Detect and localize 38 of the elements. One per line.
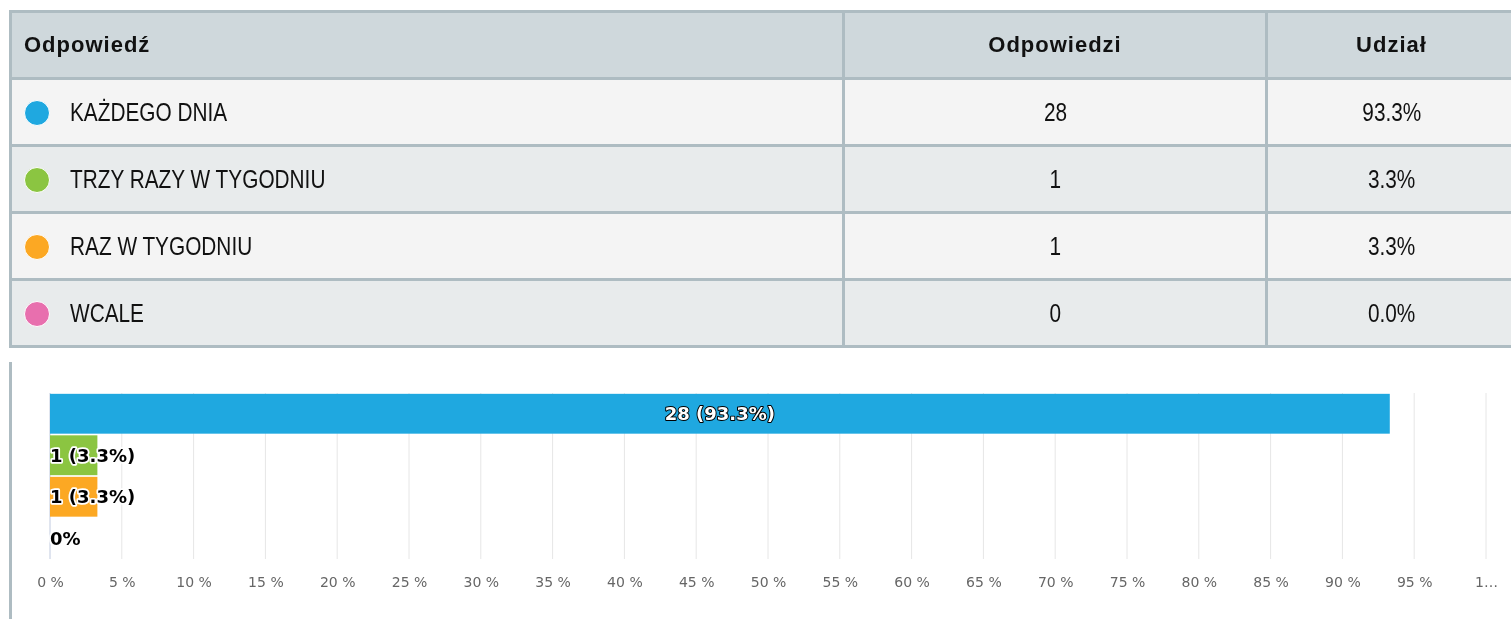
x-tick-label: 70 % [1037,573,1074,590]
x-tick-label: 1… [1475,573,1498,590]
x-tick-label: 95 % [1396,573,1433,590]
text: 0 [1049,298,1061,330]
text: 1 [1049,164,1061,196]
text: 28 [1043,97,1067,129]
x-tick-label: 15 % [248,573,284,590]
x-tick-label: 40 % [607,573,643,590]
x-tick-label: 5 % [108,573,136,590]
x-tick-label: 85 % [1253,573,1289,590]
x-tick-label: 55 % [822,573,859,590]
x-tick-label: 60 % [894,573,930,590]
x-tick-label: 30 % [463,573,500,590]
x-tick-label: 90 % [1325,573,1361,590]
x-tick-label: 75 % [1109,573,1146,590]
x-tick-label: 0 % [37,573,64,590]
data-label: 0% [50,527,81,549]
text: 93.3% [1362,97,1421,129]
text: Odpowiedź [10,11,844,79]
text: 1 [1049,231,1061,263]
x-tick-label: 35 % [535,573,571,590]
text: RAZ W TYGODNIU [70,231,253,263]
text: Odpowiedzi [843,11,1267,79]
data-label: 28 (93.3%) [664,403,775,425]
text: 0.0% [1367,298,1416,330]
x-tick-label: 50 % [750,573,787,590]
text: 3.3% [1367,231,1416,263]
x-tick-label: 10 % [176,573,212,590]
x-tick-label: 20 % [319,573,356,590]
text: 3.3% [1367,164,1416,196]
x-tick-label: 45 % [678,573,715,590]
x-tick-label: 65 % [966,573,1002,590]
text: Udział [1266,11,1511,79]
text: WCALE [70,298,144,330]
x-tick-label: 25 % [391,573,428,590]
text: KAŻDEGO DNIA [70,97,228,129]
text: TRZY RAZY W TYGODNIU [70,164,326,196]
x-tick-label: 80 % [1181,573,1218,590]
